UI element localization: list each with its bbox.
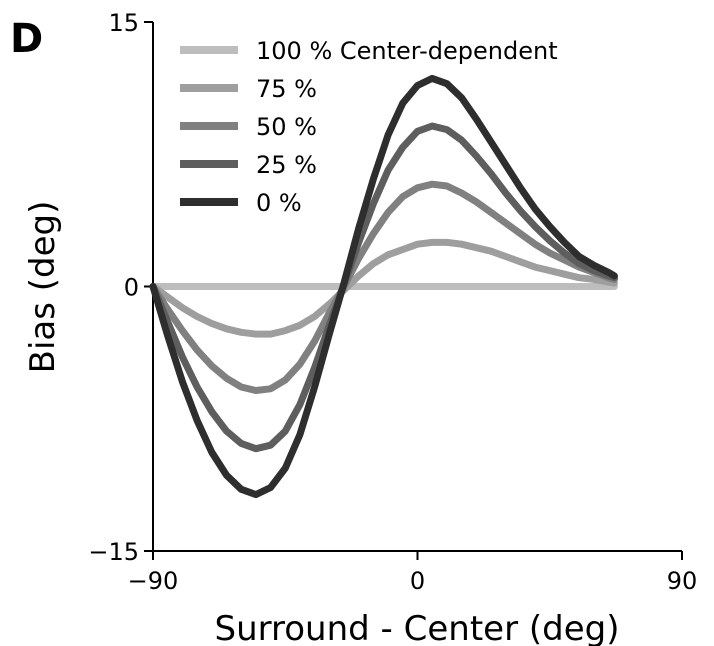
legend-item: 75 % xyxy=(180,75,317,103)
legend-label: 0 % xyxy=(256,189,302,217)
ticks: −90 0 90 −15 0 15 xyxy=(88,9,697,595)
legend-label: 100 % Center-dependent xyxy=(256,37,558,65)
x-tick-label: 90 xyxy=(667,567,698,595)
series-layer xyxy=(149,74,618,499)
series-line-2 xyxy=(149,180,618,394)
series-line-4 xyxy=(149,74,618,499)
legend-label: 75 % xyxy=(256,75,317,103)
x-axis-label: Surround - Center (deg) xyxy=(215,609,620,646)
panel-letter: D xyxy=(10,16,43,62)
legend-item: 25 % xyxy=(180,151,317,179)
legend-item: 0 % xyxy=(180,189,302,217)
y-tick-label: −15 xyxy=(88,538,139,566)
legend: 100 % Center-dependent 75 % 50 % 25 % 0 % xyxy=(180,37,558,217)
legend-label: 50 % xyxy=(256,113,317,141)
x-tick-label: 0 xyxy=(410,567,425,595)
y-tick-label: 0 xyxy=(124,274,139,302)
x-tick-label: −90 xyxy=(128,567,179,595)
legend-item: 50 % xyxy=(180,113,317,141)
series-line-3 xyxy=(149,122,618,453)
legend-label: 25 % xyxy=(256,151,317,179)
legend-item: 100 % Center-dependent xyxy=(180,37,558,65)
y-tick-label: 15 xyxy=(108,9,139,37)
series-line-1 xyxy=(149,238,618,338)
y-axis-label: Bias (deg) xyxy=(23,201,63,374)
